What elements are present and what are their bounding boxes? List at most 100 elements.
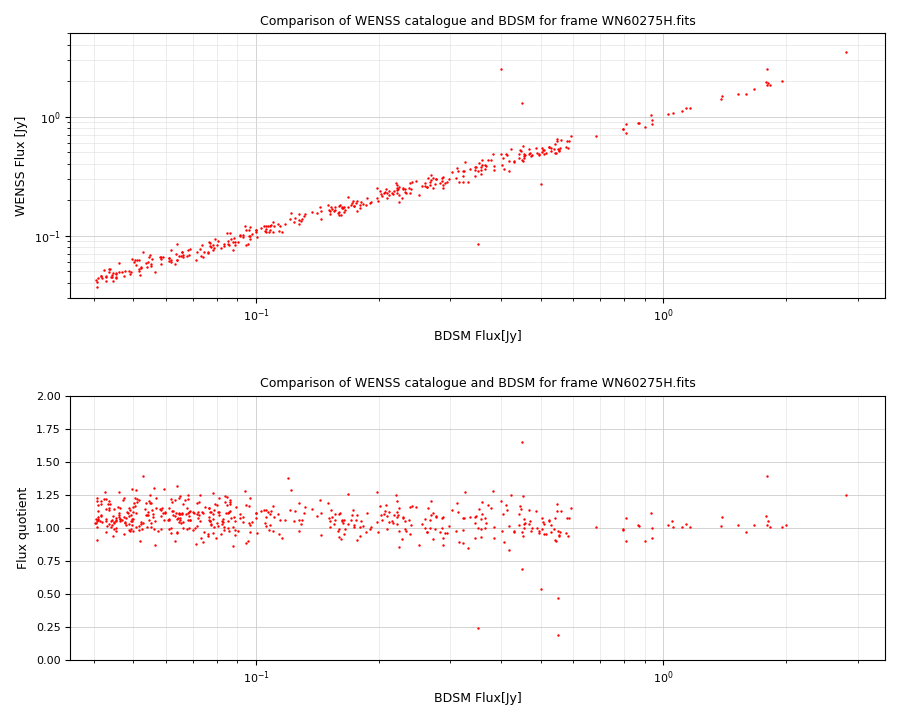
Point (377, 508, 392, 520)
Point (232, 512, 247, 523)
Point (394, 534, 409, 545)
Point (559, 141, 573, 153)
Point (217, 238, 231, 250)
Point (258, 223, 273, 235)
Point (338, 514, 352, 526)
Point (473, 531, 488, 543)
Point (429, 173, 444, 184)
Point (221, 526, 236, 537)
Point (221, 515, 236, 526)
Point (484, 154, 499, 166)
Point (202, 515, 217, 526)
Point (176, 246, 190, 258)
Point (220, 491, 235, 503)
Point (507, 156, 521, 168)
Point (190, 506, 204, 518)
Point (537, 518, 552, 530)
Point (468, 511, 482, 523)
Point (202, 515, 217, 526)
Point (500, 150, 515, 161)
Point (222, 506, 237, 518)
Point (341, 202, 356, 213)
Point (518, 150, 532, 161)
Point (162, 503, 176, 514)
Point (196, 251, 211, 262)
Point (130, 493, 144, 505)
Point (147, 482, 161, 494)
Point (514, 145, 528, 157)
Point (661, 520, 675, 531)
Point (418, 522, 432, 534)
Point (89, 517, 104, 528)
Point (494, 159, 508, 171)
Point (449, 526, 464, 537)
Point (391, 495, 405, 506)
Point (332, 200, 347, 212)
Point (338, 523, 353, 535)
Point (553, 143, 567, 154)
Point (207, 498, 221, 510)
Point (380, 192, 394, 203)
Point (423, 176, 437, 187)
Point (759, 76, 773, 88)
Point (392, 541, 407, 553)
Point (259, 505, 274, 516)
Point (428, 173, 443, 184)
Point (433, 526, 447, 538)
Point (292, 218, 306, 230)
Point (549, 133, 563, 145)
Point (512, 148, 526, 159)
Point (182, 522, 196, 534)
Point (404, 184, 419, 195)
Point (224, 233, 238, 245)
Point (228, 529, 242, 541)
Point (560, 513, 574, 524)
Point (186, 507, 201, 518)
Point (126, 513, 140, 525)
Point (219, 508, 233, 519)
Point (122, 526, 137, 537)
Point (145, 505, 159, 516)
Point (196, 526, 211, 537)
Point (202, 238, 217, 249)
Point (161, 523, 176, 534)
Point (168, 495, 183, 506)
Point (214, 243, 229, 254)
Point (426, 507, 440, 518)
Point (392, 526, 407, 537)
Point (128, 500, 142, 512)
Point (233, 230, 248, 241)
Point (254, 222, 268, 234)
Point (423, 523, 437, 534)
Point (241, 518, 256, 529)
Point (131, 265, 146, 276)
Point (182, 249, 196, 261)
Point (481, 154, 495, 166)
Point (176, 251, 191, 263)
Point (211, 235, 225, 247)
Point (248, 512, 263, 523)
Point (292, 497, 306, 508)
Point (102, 518, 116, 530)
Point (760, 471, 775, 482)
Point (534, 583, 548, 595)
Point (544, 526, 558, 538)
Point (273, 515, 287, 526)
Point (435, 176, 449, 187)
Point (468, 162, 482, 174)
Point (150, 525, 165, 536)
Point (157, 514, 171, 526)
Point (209, 532, 223, 544)
Point (249, 224, 264, 235)
Point (560, 135, 574, 147)
Point (502, 544, 517, 555)
Point (195, 507, 210, 518)
Point (109, 272, 123, 284)
Point (89, 521, 104, 533)
Point (148, 539, 162, 551)
Point (90, 515, 104, 526)
Point (218, 490, 232, 501)
Point (418, 513, 433, 524)
Point (170, 526, 184, 538)
Point (161, 513, 176, 524)
